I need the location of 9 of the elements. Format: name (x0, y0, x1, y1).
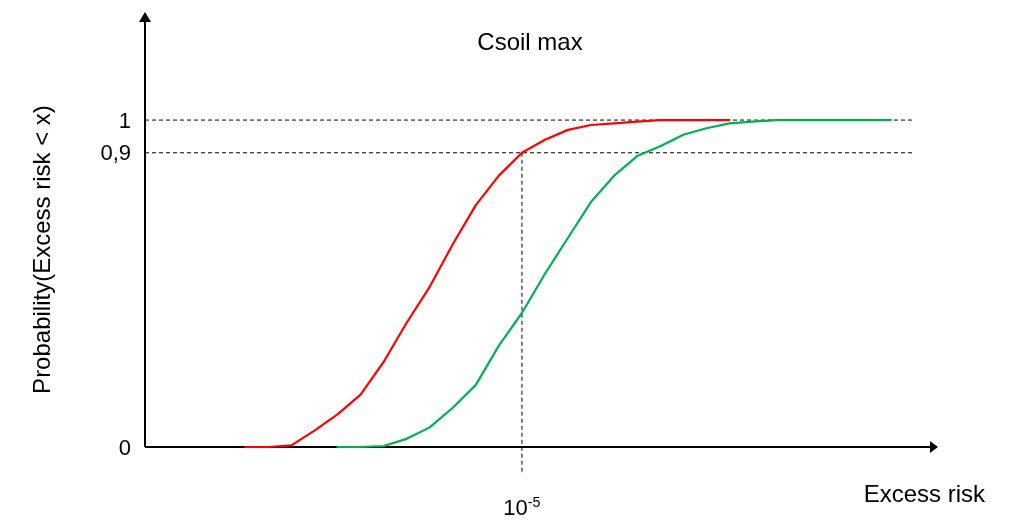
x-tick-label: 10$^{-5}$ (503, 494, 541, 520)
y-axis-title: Probability(Excess risk < x) (28, 105, 55, 394)
line-series (336, 118, 892, 449)
chart-title: Csoil max (477, 28, 583, 55)
y-tick-label: 1 (118, 107, 131, 133)
y-tick-label: 0 (118, 434, 131, 460)
x-axis-title: Excess risk (863, 480, 986, 507)
line-series (244, 118, 731, 449)
y-tick-label: 0,9 (100, 140, 131, 166)
